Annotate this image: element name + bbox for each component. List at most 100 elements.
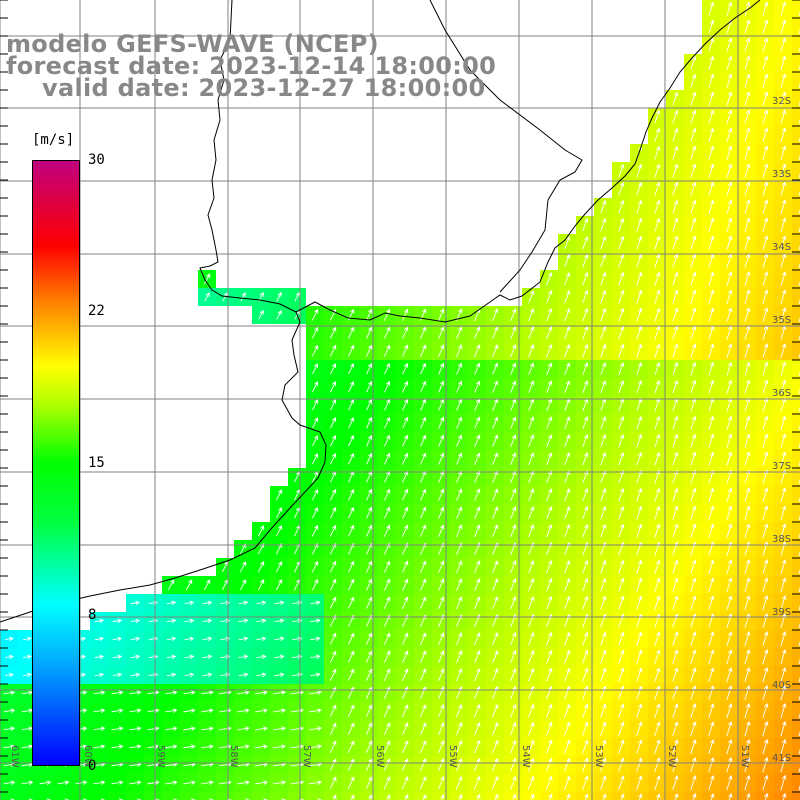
wind-arrow [726,343,733,358]
wind-cell [792,90,800,108]
lon-label: 58W [228,745,239,768]
wind-arrow [654,703,661,718]
wind-arrow [744,1,751,16]
wind-arrow [582,343,589,358]
wind-arrow [365,650,373,663]
wind-arrow [672,181,679,196]
wind-arrow [183,744,196,749]
wind-arrow [780,109,787,124]
wind-arrow [636,595,643,610]
wind-arrow [236,744,250,749]
wind-arrow [600,595,607,610]
wind-arrow [780,127,787,142]
wind-arrow [564,685,571,700]
wind-arrow [510,452,517,465]
lat-label: 37S [772,461,791,472]
wind-arrow [780,73,787,88]
wind-arrow [438,308,445,321]
wind-arrow [112,618,123,624]
wind-arrow [456,416,463,429]
wind-arrow [780,379,787,394]
wind-arrow [600,343,607,358]
wind-arrow [330,363,337,375]
wind-arrow [402,344,409,357]
wind-arrow [401,740,409,754]
wind-arrow [620,793,625,800]
wind-arrow [726,73,733,88]
wind-arrow [528,416,535,429]
wind-arrow [111,708,124,713]
wind-arrow [564,271,571,286]
wind-arrow [780,487,787,502]
wind-arrow [166,618,177,624]
wind-arrow [130,672,141,678]
wind-arrow [726,523,733,538]
wind-arrow [494,793,499,800]
wind-arrow [636,235,643,250]
wind-arrow [600,721,607,736]
wind-arrow [130,600,141,606]
wind-arrow [183,726,196,731]
wind-arrow [690,559,697,574]
wind-arrow [237,708,250,713]
wind-cell [72,792,90,800]
wind-arrow [726,433,733,448]
wind-cell [792,342,800,360]
wind-arrow [546,362,553,375]
wind-arrow [726,774,733,791]
wind-arrow [654,379,661,394]
wind-arrow [348,434,355,447]
wind-arrow [528,596,535,610]
wind-arrow [762,1,769,16]
wind-arrow [366,578,373,591]
wind-arrow [510,578,517,592]
lon-label: 56W [374,745,385,768]
wind-arrow [93,780,106,785]
wind-arrow [672,415,679,430]
wind-arrow [528,721,535,736]
wind-arrow [762,433,769,448]
lat-label: 34S [772,242,791,253]
wind-arrow [147,726,160,731]
wind-cell [792,18,800,36]
wind-arrow [654,199,661,214]
coastline-north [295,0,761,323]
wind-arrow [184,636,195,642]
wind-arrow [636,703,643,718]
wind-arrow [762,289,769,304]
wind-arrow [510,344,517,358]
wind-arrow [330,399,337,411]
wind-arrow [762,415,769,430]
wind-arrow [93,744,106,749]
wind-arrow [402,596,409,609]
wind-arrow [332,794,337,800]
wind-arrow [708,505,715,520]
wind-arrow [384,416,391,429]
wind-cell [792,360,800,378]
wind-arrow [726,756,733,773]
wind-arrow [455,757,463,772]
wind-arrow [165,744,178,749]
wind-arrow [618,631,625,646]
lon-label: 51W [739,745,750,768]
wind-arrow [3,690,16,695]
wind-arrow [420,398,427,411]
wind-arrow [708,91,715,106]
wind-arrow [744,109,751,124]
wind-cell [792,756,800,774]
wind-arrow [780,289,787,305]
wind-arrow [510,596,517,610]
wind-arrow [290,708,304,713]
wind-arrow [165,690,178,695]
wind-cell [234,792,252,800]
wind-arrow [456,704,463,718]
wind-cell [792,108,800,126]
wind-arrow [129,780,142,785]
wind-arrow [762,702,769,719]
wind-arrow [474,524,481,537]
wind-cell [90,792,108,800]
wind-arrow [780,217,787,232]
wind-arrow [690,73,697,88]
wind-arrow [330,435,337,447]
wind-arrow [780,361,787,376]
